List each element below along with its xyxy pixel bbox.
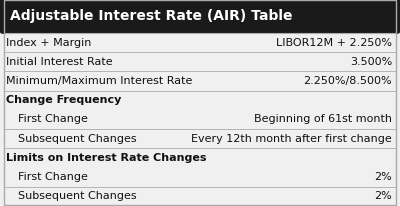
Text: Change Frequency: Change Frequency <box>6 95 121 105</box>
Text: First Change: First Change <box>18 115 88 124</box>
Text: Index + Margin: Index + Margin <box>6 37 91 48</box>
Text: 2.250%/8.500%: 2.250%/8.500% <box>303 76 392 86</box>
Text: Minimum/Maximum Interest Rate: Minimum/Maximum Interest Rate <box>6 76 192 86</box>
Text: 3.500%: 3.500% <box>350 57 392 67</box>
Text: 2%: 2% <box>374 191 392 201</box>
Text: 2%: 2% <box>374 172 392 182</box>
Text: First Change: First Change <box>18 172 88 182</box>
Text: Subsequent Changes: Subsequent Changes <box>18 134 137 144</box>
FancyBboxPatch shape <box>0 0 400 34</box>
Text: Initial Interest Rate: Initial Interest Rate <box>6 57 113 67</box>
Text: Every 12th month after first change: Every 12th month after first change <box>191 134 392 144</box>
Text: LIBOR12M + 2.250%: LIBOR12M + 2.250% <box>276 37 392 48</box>
Text: Adjustable Interest Rate (AIR) Table: Adjustable Interest Rate (AIR) Table <box>10 9 292 23</box>
Text: Limits on Interest Rate Changes: Limits on Interest Rate Changes <box>6 153 206 163</box>
Text: Beginning of 61st month: Beginning of 61st month <box>254 115 392 124</box>
Text: Subsequent Changes: Subsequent Changes <box>18 191 137 201</box>
